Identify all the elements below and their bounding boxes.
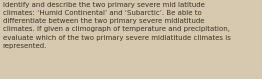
Text: Identify and describe the two primary severe mid latitude
climates: ‘Humid Conti: Identify and describe the two primary se… — [3, 2, 231, 49]
